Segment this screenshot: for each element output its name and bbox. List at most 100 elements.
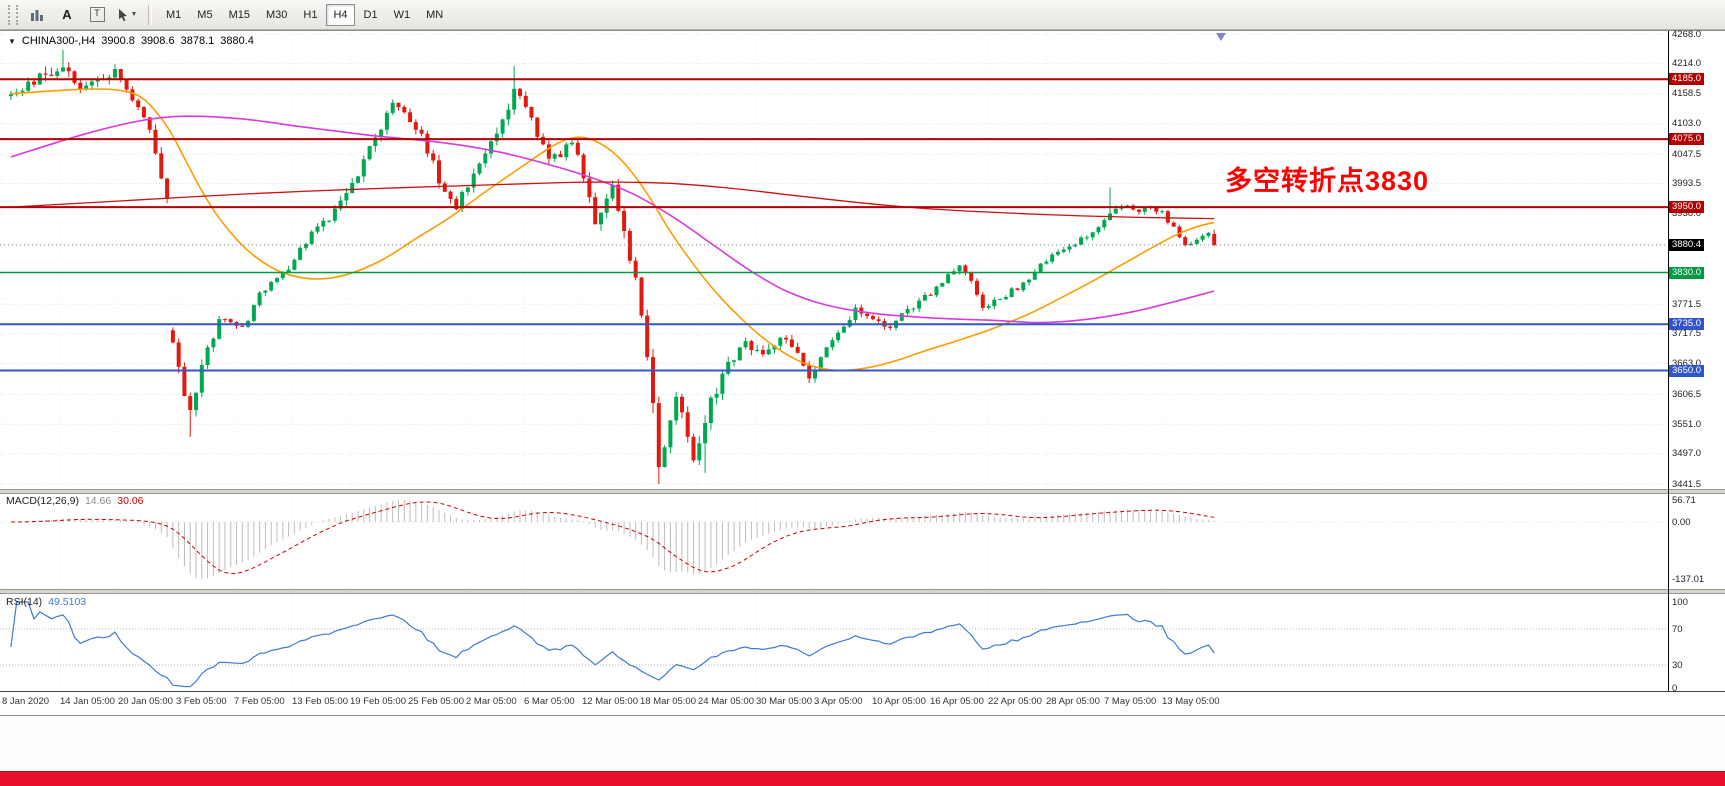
price-axis-label: 3551.0 xyxy=(1672,418,1702,430)
candlesticks xyxy=(8,49,1217,484)
macd-indicator-label: MACD(12,26,9) 14.66 30.06 xyxy=(6,495,144,507)
price-axis-label: 3717.5 xyxy=(1672,328,1702,340)
level-price-label: 4075.0 xyxy=(1669,133,1705,146)
price-axis-label: 3771.5 xyxy=(1672,298,1702,310)
time-axis-label: 30 Mar 05:00 xyxy=(756,696,812,707)
chart-shift-marker[interactable] xyxy=(1216,33,1226,41)
time-axis[interactable]: 8 Jan 2020 14 Jan 05:00 20 Jan 05:00 3 Feb … xyxy=(0,31,1725,715)
macd-name: MACD(12,26,9) xyxy=(6,495,79,507)
timeframe-button-m1[interactable]: M1 xyxy=(166,8,182,21)
time-axis-label: 3 Apr 05:00 xyxy=(814,696,863,707)
time-axis-label: 3 Feb 05:00 xyxy=(176,696,227,707)
macd-value-main: 14.66 xyxy=(84,495,112,507)
price-axis-label: 4047.5 xyxy=(1672,148,1702,160)
taskbar[interactable] xyxy=(0,771,1725,786)
price-axis-label: 3663.0 xyxy=(1672,357,1702,369)
chart-bars-button[interactable] xyxy=(22,3,52,27)
macd-axis-label: -137.01 xyxy=(1672,573,1705,585)
ohlc-close: 3880.4 xyxy=(220,35,254,47)
rsi-name: RSI(14) xyxy=(6,596,43,608)
time-axis-line xyxy=(0,691,1725,692)
ohlc-high: 3908.6 xyxy=(140,35,175,47)
window-bottom-space xyxy=(0,716,1725,771)
price-axis[interactable]: 4268.0 4214.0 4158.5 4103.0 4047.5 3993.5 3938… xyxy=(0,28,1725,715)
chart-title: ▼ CHINA300-,H4 3900.8 3908.6 3878.1 3880… xyxy=(8,35,254,47)
time-axis-label: 22 Apr 05:00 xyxy=(988,696,1042,707)
bar-chart-icon xyxy=(31,10,43,21)
price-axis-label: 3606.5 xyxy=(1672,388,1702,400)
timeframe-button-d1[interactable]: D1 xyxy=(363,8,378,21)
price-axis-line xyxy=(1668,31,1669,692)
price-axis-label: 3441.5 xyxy=(1672,478,1702,490)
level-price-label: 3650.0 xyxy=(1669,364,1705,377)
time-axis-label: 18 Mar 05:00 xyxy=(640,696,696,707)
chart-window[interactable]: ▼ CHINA300-,H4 3900.8 3908.6 3878.1 3880… xyxy=(0,28,1725,716)
timeframe-button-m30[interactable]: M30 xyxy=(265,8,288,21)
rsi-indicator-label: RSI(14) 49.5103 xyxy=(6,596,86,608)
price-axis-label: 3993.5 xyxy=(1672,178,1702,189)
level-price-label: 4185.0 xyxy=(1669,73,1705,86)
time-axis-label: 8 Jan 2020 xyxy=(2,696,50,707)
price-axis-label: 4103.0 xyxy=(1672,118,1702,130)
current-price-label: 3880.4 xyxy=(1669,239,1705,251)
time-axis-label: 13 Feb 05:00 xyxy=(292,696,348,707)
level-price-label: 3735.0 xyxy=(1669,318,1705,331)
chart-plot[interactable] xyxy=(0,31,1668,713)
rsi-value: 49.5103 xyxy=(48,596,87,608)
macd-signal-line xyxy=(10,501,1215,575)
price-axis-label: 4158.5 xyxy=(1672,88,1702,100)
timeframe-button-h4[interactable]: H4 xyxy=(326,3,355,26)
label-tool-button[interactable]: T xyxy=(82,3,112,27)
text-tool-icon: A xyxy=(62,7,72,22)
label-tool-icon: T xyxy=(89,7,105,22)
level-price-label: 3830.0 xyxy=(1669,266,1705,279)
ma-line-ma-mid-magenta xyxy=(10,115,1215,324)
time-axis-label: 7 Feb 05:00 xyxy=(234,696,285,707)
macd-axis-label: 56.71 xyxy=(1672,494,1696,506)
time-axis-label: 19 Feb 05:00 xyxy=(350,696,406,707)
symbol-dropdown-icon[interactable]: ▼ xyxy=(8,36,16,46)
rsi-axis-label: 100 xyxy=(1672,596,1688,608)
macd-value-signal: 30.06 xyxy=(117,495,144,507)
rsi-axis-label: 70 xyxy=(1672,623,1683,635)
time-axis-label: 12 Mar 05:00 xyxy=(582,696,638,707)
ma-line-ma-slow-red xyxy=(10,181,1215,220)
time-axis-label: 10 Apr 05:00 xyxy=(872,696,926,707)
time-axis-label: 25 Feb 05:00 xyxy=(408,696,464,707)
price-annotation[interactable]: 多空转折点3830 xyxy=(1225,166,1430,196)
ohlc-low: 3878.1 xyxy=(180,35,215,47)
toolbar: A T ▼ M1 M5 M15 M30 H1 H4 D1 W1 MN xyxy=(0,0,1725,30)
timeframe-group: M1 M5 M15 M30 H1 H4 D1 W1 MN xyxy=(158,3,451,26)
level-price-label: 3950.0 xyxy=(1669,201,1705,214)
cursor-tool-button[interactable]: ▼ xyxy=(112,3,142,27)
macd-axis-label: 0.00 xyxy=(1672,516,1691,528)
time-axis-label: 14 Jan 05:00 xyxy=(60,696,115,707)
price-axis-label: 4268.0 xyxy=(1672,28,1702,40)
time-axis-label: 24 Mar 05:00 xyxy=(698,696,754,707)
time-axis-label: 6 Mar 05:00 xyxy=(524,696,575,707)
timeframe-button-w1[interactable]: W1 xyxy=(393,8,411,21)
timeframe-button-m5[interactable]: M5 xyxy=(197,8,213,21)
symbol-period-label: CHINA300-,H4 xyxy=(21,35,96,47)
pane-separator-rsi[interactable] xyxy=(0,589,1725,594)
toolbar-separator xyxy=(148,4,152,25)
price-axis-label: 3938.0 xyxy=(1672,208,1702,220)
price-axis-label: 3497.0 xyxy=(1672,448,1702,460)
rsi-axis-label: 0 xyxy=(1672,682,1678,694)
price-axis-label: 4214.0 xyxy=(1672,57,1702,69)
time-axis-label: 20 Jan 05:00 xyxy=(118,696,173,707)
time-axis-label: 28 Apr 05:00 xyxy=(1046,696,1100,707)
timeframe-button-mn[interactable]: MN xyxy=(426,8,444,21)
time-axis-label: 2 Mar 05:00 xyxy=(466,696,517,707)
rsi-axis-label: 30 xyxy=(1672,659,1683,671)
ohlc-open: 3900.8 xyxy=(101,35,135,47)
toolbar-grip[interactable] xyxy=(8,4,18,25)
timeframe-button-m15[interactable]: M15 xyxy=(228,8,250,21)
macd-histogram xyxy=(16,500,1215,579)
rsi-line xyxy=(10,601,1215,688)
time-axis-label: 13 May 05:00 xyxy=(1162,696,1220,707)
timeframe-button-h1[interactable]: H1 xyxy=(303,8,318,21)
text-tool-button[interactable]: A xyxy=(52,3,82,27)
pane-separator-macd[interactable] xyxy=(0,489,1725,494)
